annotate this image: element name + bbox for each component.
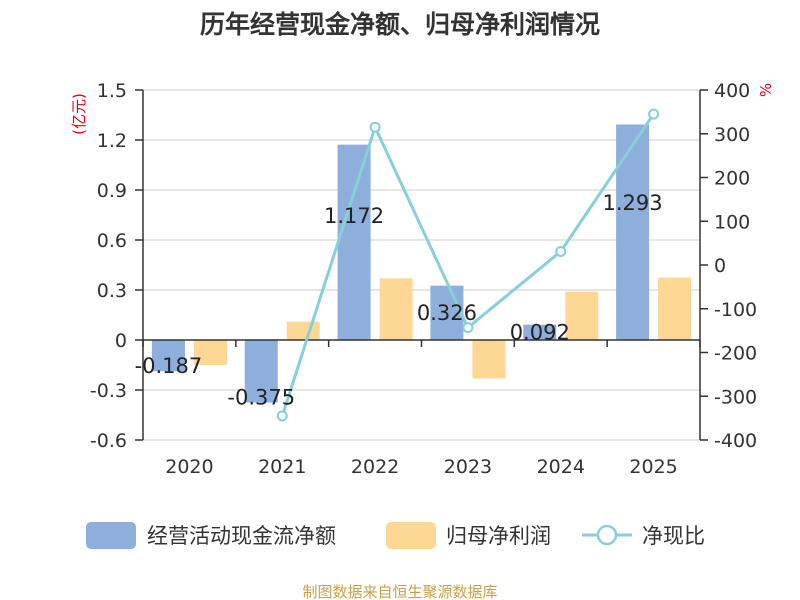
right-tick-label: -400: [714, 430, 757, 452]
legend-swatch-cash: [86, 522, 136, 549]
bar-cash-2024: [523, 324, 557, 340]
ratio-point-2022: [369, 121, 381, 133]
left-tick-label: 0.6: [97, 230, 127, 252]
right-tick-label: 400: [714, 80, 750, 102]
legend-label-profit: 归母净利润: [446, 524, 551, 548]
data-source-note: 制图数据来自恒生聚源数据库: [302, 583, 497, 600]
axes: [135, 89, 708, 441]
x-tick-label: 2023: [444, 456, 492, 478]
series-cash-bars: [151, 124, 650, 403]
series-profit-bars: [193, 277, 692, 379]
left-tick-label: 1.2: [97, 130, 127, 152]
bar-cash-2023: [430, 285, 464, 340]
bar-label-cash-2024: 0.092: [510, 320, 570, 344]
left-tick-label: 1.5: [97, 80, 127, 102]
bar-cash-2020: [151, 340, 185, 372]
x-tick-label: 2021: [258, 456, 306, 478]
bar-profit-2025: [658, 277, 692, 340]
x-tick-label: 2024: [537, 456, 585, 478]
legend-label-cash: 经营活动现金流净额: [147, 524, 336, 548]
ratio-point-2023: [462, 322, 474, 334]
bar-cash-2025: [616, 124, 650, 340]
series-ratio-line: [276, 108, 660, 422]
right-tick-label: -200: [714, 343, 757, 365]
bar-label-cash-2021: -0.375: [227, 386, 295, 410]
bar-label-cash-2025: 1.293: [603, 191, 663, 215]
right-tick-label: -300: [714, 386, 757, 408]
bar-cash-2021: [244, 340, 278, 403]
x-tick-label: 2022: [351, 456, 399, 478]
legend: 经营活动现金流净额 归母净利润 净现比: [86, 522, 705, 549]
right-tick-label: 300: [714, 124, 750, 146]
left-axis-ticks: 1.5 1.2 0.9 0.6 0.3 0 -0.3 -0.6: [90, 80, 127, 452]
bar-profit-2020: [193, 340, 227, 365]
bar-profit-2023: [472, 340, 506, 379]
left-tick-label: 0: [115, 330, 127, 352]
bar-cash-2022: [337, 144, 371, 340]
bar-profit-2022: [379, 278, 413, 340]
left-tick-label: -0.6: [90, 430, 127, 452]
grid-lines: [143, 89, 700, 441]
legend-marker-ratio: [596, 524, 618, 546]
x-tick-label: 2025: [629, 456, 677, 478]
right-tick-label: 0: [714, 255, 726, 277]
ratio-point-2025: [648, 108, 660, 120]
bar-profit-2021: [286, 321, 320, 340]
left-axis-unit: (亿元): [70, 93, 88, 135]
bar-value-labels: -0.187 -0.375 1.172 0.326 0.092 1.293: [135, 191, 663, 409]
right-axis-ticks: 400 300 200 100 0 -100 -200 -300 -400: [714, 80, 757, 452]
x-axis-ticks: 2020 2021 2022 2023 2024 2025: [165, 456, 678, 478]
legend-swatch-profit: [386, 522, 436, 549]
legend-label-ratio: 净现比: [642, 524, 705, 548]
x-tick-label: 2020: [165, 456, 213, 478]
right-tick-label: 100: [714, 211, 750, 233]
left-tick-label: -0.3: [90, 380, 127, 402]
left-tick-label: 0.3: [97, 280, 127, 302]
bar-label-cash-2022: 1.172: [324, 204, 384, 228]
right-axis-unit: %: [757, 83, 775, 97]
chart-title: 历年经营现金净额、归母净利润情况: [200, 10, 600, 39]
ratio-point-2021: [276, 410, 288, 422]
right-tick-label: -100: [714, 299, 757, 321]
right-tick-label: 200: [714, 168, 750, 190]
bar-label-cash-2020: -0.187: [135, 354, 203, 378]
bar-label-cash-2023: 0.326: [417, 301, 477, 325]
bar-profit-2024: [565, 291, 599, 340]
ratio-point-2024: [555, 245, 567, 257]
left-tick-label: 0.9: [97, 180, 127, 202]
